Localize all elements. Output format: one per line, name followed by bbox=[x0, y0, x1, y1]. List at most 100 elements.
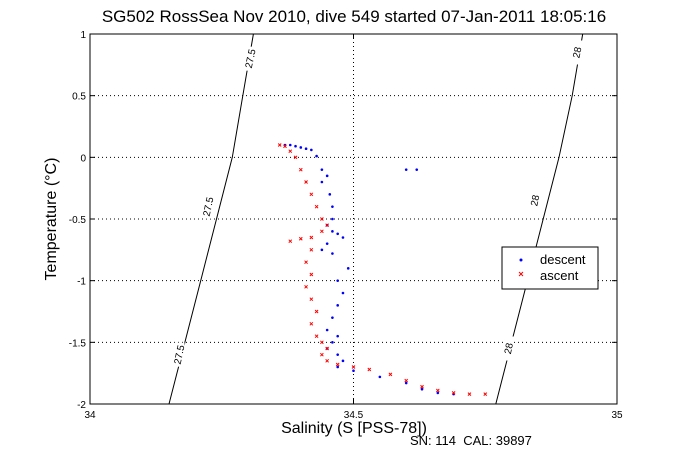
ascent-point bbox=[320, 340, 324, 345]
ascent-point bbox=[298, 167, 303, 172]
ascent-point bbox=[367, 367, 372, 372]
descent-point bbox=[341, 291, 345, 295]
density-contours: 27.5 27.5 27.5 28 28 28 bbox=[168, 33, 585, 405]
ascent-point bbox=[309, 247, 314, 252]
descent-point bbox=[299, 146, 303, 149]
descent-point bbox=[404, 381, 408, 385]
ascent-point bbox=[325, 346, 330, 351]
legend: descent ascent bbox=[501, 246, 599, 290]
serial-calibration-footer: SN: 114 CAL: 39897 bbox=[410, 433, 532, 448]
contour-label: 28 bbox=[571, 46, 584, 60]
ascent-point bbox=[335, 362, 340, 367]
x-tick-labels: 34 34.5 35 bbox=[84, 34, 623, 421]
descent-point bbox=[315, 154, 318, 158]
contour-label: 27.5 bbox=[244, 48, 259, 70]
descent-point bbox=[310, 148, 313, 152]
ascent-point bbox=[388, 372, 393, 377]
y-tick-labels: -2 -1.5 -1 -0.5 0 0.5 1 bbox=[69, 30, 617, 411]
ascent-point bbox=[325, 358, 330, 363]
y-tick-label: 0 bbox=[80, 153, 86, 164]
y-tick-label: 1 bbox=[80, 30, 86, 41]
ascent-point bbox=[304, 260, 308, 265]
y-tick-label: -1 bbox=[77, 277, 86, 288]
y-tick-label: -1.5 bbox=[69, 338, 87, 349]
descent-point bbox=[341, 236, 345, 239]
descent-point bbox=[336, 232, 339, 236]
descent-point bbox=[325, 242, 329, 245]
ascent-point bbox=[309, 272, 314, 277]
x-axis-label: Salinity (S [PSS-78]) bbox=[281, 420, 427, 437]
ascent-point bbox=[420, 384, 424, 389]
descent-point bbox=[328, 193, 332, 196]
density-contour-line bbox=[168, 33, 254, 405]
grid-lines bbox=[90, 34, 617, 404]
descent-point bbox=[420, 387, 424, 391]
ascent-point bbox=[314, 309, 319, 314]
descent-point bbox=[346, 267, 350, 270]
ascent-point bbox=[483, 392, 488, 396]
descent-series bbox=[283, 143, 455, 396]
descent-point bbox=[320, 248, 324, 252]
y-axis-label: Temperature (°C) bbox=[43, 158, 60, 281]
x-tick-label: 34.5 bbox=[344, 410, 364, 421]
descent-point bbox=[336, 365, 339, 369]
ascent-point bbox=[277, 143, 282, 147]
ascent-point bbox=[467, 392, 472, 396]
ascent-point bbox=[304, 180, 308, 184]
descent-point bbox=[294, 144, 297, 148]
y-tick-label: 0.5 bbox=[72, 92, 86, 103]
y-tick-label: -0.5 bbox=[69, 215, 87, 226]
descent-point bbox=[288, 143, 292, 147]
ascent-point bbox=[325, 223, 330, 228]
descent-point bbox=[404, 168, 408, 171]
contour-label: 27.5 bbox=[173, 344, 188, 366]
ascent-point bbox=[288, 239, 293, 244]
contour-label: 28 bbox=[529, 194, 542, 208]
ascent-point bbox=[451, 391, 456, 395]
ascent-point bbox=[309, 297, 314, 302]
ascent-point bbox=[351, 365, 356, 369]
descent-point bbox=[336, 334, 339, 338]
ascent-point bbox=[298, 236, 303, 241]
ascent-point bbox=[309, 321, 314, 326]
descent-point bbox=[378, 375, 382, 379]
descent-point bbox=[341, 359, 345, 363]
descent-point bbox=[325, 328, 329, 332]
ascent-point bbox=[283, 144, 287, 149]
contour-label-background bbox=[530, 188, 541, 213]
legend-ascent-label: ascent bbox=[540, 268, 579, 283]
contour-label-background bbox=[503, 336, 514, 361]
ascent-point bbox=[309, 192, 314, 197]
ascent-point bbox=[320, 217, 324, 221]
ascent-point bbox=[435, 388, 440, 393]
ascent-point bbox=[288, 149, 293, 154]
x-tick-label: 35 bbox=[611, 410, 623, 421]
contour-label-background bbox=[572, 40, 583, 65]
chart-title: SG502 RossSea Nov 2010, dive 549 started… bbox=[102, 7, 606, 26]
contour-label-background bbox=[203, 194, 214, 219]
descent-point bbox=[320, 168, 324, 171]
ascent-point bbox=[320, 352, 324, 357]
y-tick-label: -2 bbox=[77, 400, 86, 411]
contour-label-background bbox=[245, 46, 256, 71]
legend-descent-label: descent bbox=[540, 252, 586, 267]
descent-point bbox=[304, 147, 308, 150]
ascent-point bbox=[314, 204, 319, 209]
ascent-point bbox=[404, 378, 409, 383]
descent-point bbox=[336, 353, 339, 356]
ascent-point bbox=[304, 284, 308, 289]
descent-point bbox=[331, 205, 334, 208]
ascent-point bbox=[314, 334, 319, 339]
descent-point bbox=[331, 252, 334, 255]
descent-point bbox=[352, 369, 355, 373]
ascent-series bbox=[277, 143, 488, 396]
legend-descent-marker bbox=[519, 258, 523, 262]
descent-point bbox=[336, 304, 339, 307]
contour-label-background bbox=[174, 342, 185, 367]
descent-point bbox=[325, 174, 329, 178]
descent-point bbox=[336, 279, 339, 282]
descent-point bbox=[320, 180, 324, 184]
descent-point bbox=[331, 316, 334, 319]
legend-box bbox=[501, 246, 599, 290]
